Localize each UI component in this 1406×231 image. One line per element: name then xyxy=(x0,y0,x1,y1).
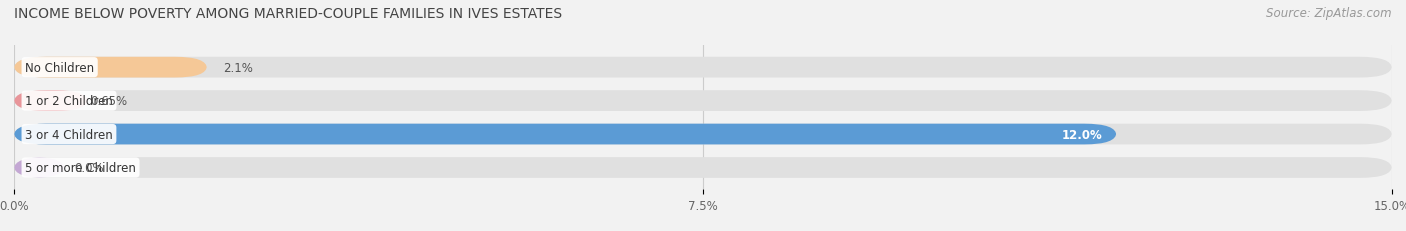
FancyBboxPatch shape xyxy=(14,158,1392,178)
FancyBboxPatch shape xyxy=(14,58,1392,78)
Text: 2.1%: 2.1% xyxy=(224,61,253,74)
Text: 5 or more Children: 5 or more Children xyxy=(25,161,136,174)
Text: 1 or 2 Children: 1 or 2 Children xyxy=(25,95,112,108)
Text: INCOME BELOW POVERTY AMONG MARRIED-COUPLE FAMILIES IN IVES ESTATES: INCOME BELOW POVERTY AMONG MARRIED-COUPL… xyxy=(14,7,562,21)
Text: 3 or 4 Children: 3 or 4 Children xyxy=(25,128,112,141)
Text: No Children: No Children xyxy=(25,61,94,74)
Text: 12.0%: 12.0% xyxy=(1062,128,1102,141)
FancyBboxPatch shape xyxy=(14,91,87,112)
FancyBboxPatch shape xyxy=(14,91,1392,112)
FancyBboxPatch shape xyxy=(14,58,207,78)
FancyBboxPatch shape xyxy=(14,124,1116,145)
Text: 0.65%: 0.65% xyxy=(90,95,128,108)
Text: 0.0%: 0.0% xyxy=(73,161,104,174)
FancyBboxPatch shape xyxy=(14,124,1392,145)
FancyBboxPatch shape xyxy=(14,158,65,178)
Text: Source: ZipAtlas.com: Source: ZipAtlas.com xyxy=(1267,7,1392,20)
